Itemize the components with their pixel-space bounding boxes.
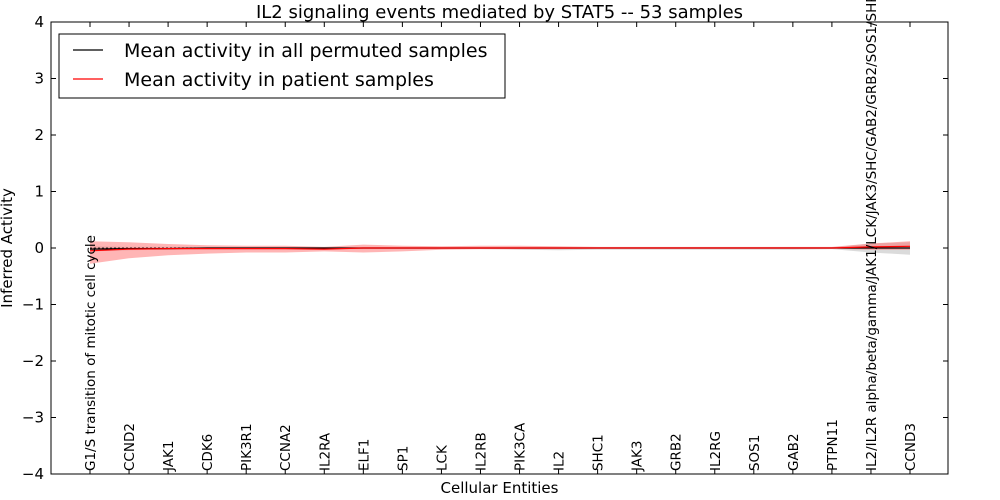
x-tick-label: LCK	[434, 444, 450, 471]
y-tick-label: 1	[34, 183, 44, 201]
x-tick-label: SOS1	[747, 435, 763, 471]
x-tick-label: GRB2	[669, 433, 685, 471]
x-axis-label: Cellular Entities	[441, 479, 559, 497]
band-patient	[90, 241, 910, 264]
x-tick-label: SP1	[395, 446, 411, 471]
x-tick-label: IL2	[552, 451, 568, 471]
x-tick-label: JAK1	[161, 441, 177, 472]
y-tick-label: −3	[22, 409, 44, 427]
x-tick-label: CCND3	[903, 423, 919, 471]
legend-label-permuted: Mean activity in all permuted samples	[124, 40, 487, 62]
y-tick-label: 0	[34, 239, 44, 257]
x-tick-label: SHC1	[591, 434, 607, 471]
x-tick-label: PIK3CA	[513, 422, 529, 471]
legend: Mean activity in all permuted samples Me…	[58, 33, 506, 99]
y-tick-label: −2	[22, 352, 44, 370]
y-tick-label: −4	[22, 465, 44, 483]
x-tick-label: JAK3	[630, 441, 646, 472]
chart-title: IL2 signaling events mediated by STAT5 -…	[256, 2, 743, 23]
x-tick-label: IL2RB	[473, 432, 489, 471]
x-tick-label: IL2RA	[317, 432, 333, 471]
x-tick-label: IL2/IL2R alpha/beta/gamma/JAK1/LCK/JAK3/…	[864, 0, 880, 471]
x-tick-label: G1/S transition of mitotic cell cycle	[83, 235, 99, 471]
x-tick-label: PIK3R1	[239, 423, 255, 471]
x-tick-label: IL2RG	[708, 431, 724, 471]
x-tick-label: CCNA2	[278, 424, 294, 471]
y-tick-label: 4	[34, 13, 44, 31]
legend-label-patient: Mean activity in patient samples	[124, 69, 434, 91]
x-tick-label: PTPN11	[825, 419, 841, 471]
x-tick-label: CDK6	[200, 434, 216, 471]
x-tick-label: GAB2	[786, 433, 802, 471]
x-tick-label: CCND2	[122, 423, 138, 471]
y-tick-label: −1	[22, 296, 44, 314]
legend-box	[58, 33, 506, 99]
y-axis-label: Inferred Activity	[0, 188, 16, 308]
series-line-patient	[89, 245, 911, 252]
y-tick-label: 2	[34, 126, 44, 144]
x-tick-label: ELF1	[356, 439, 372, 471]
y-tick-label: 3	[34, 70, 44, 88]
